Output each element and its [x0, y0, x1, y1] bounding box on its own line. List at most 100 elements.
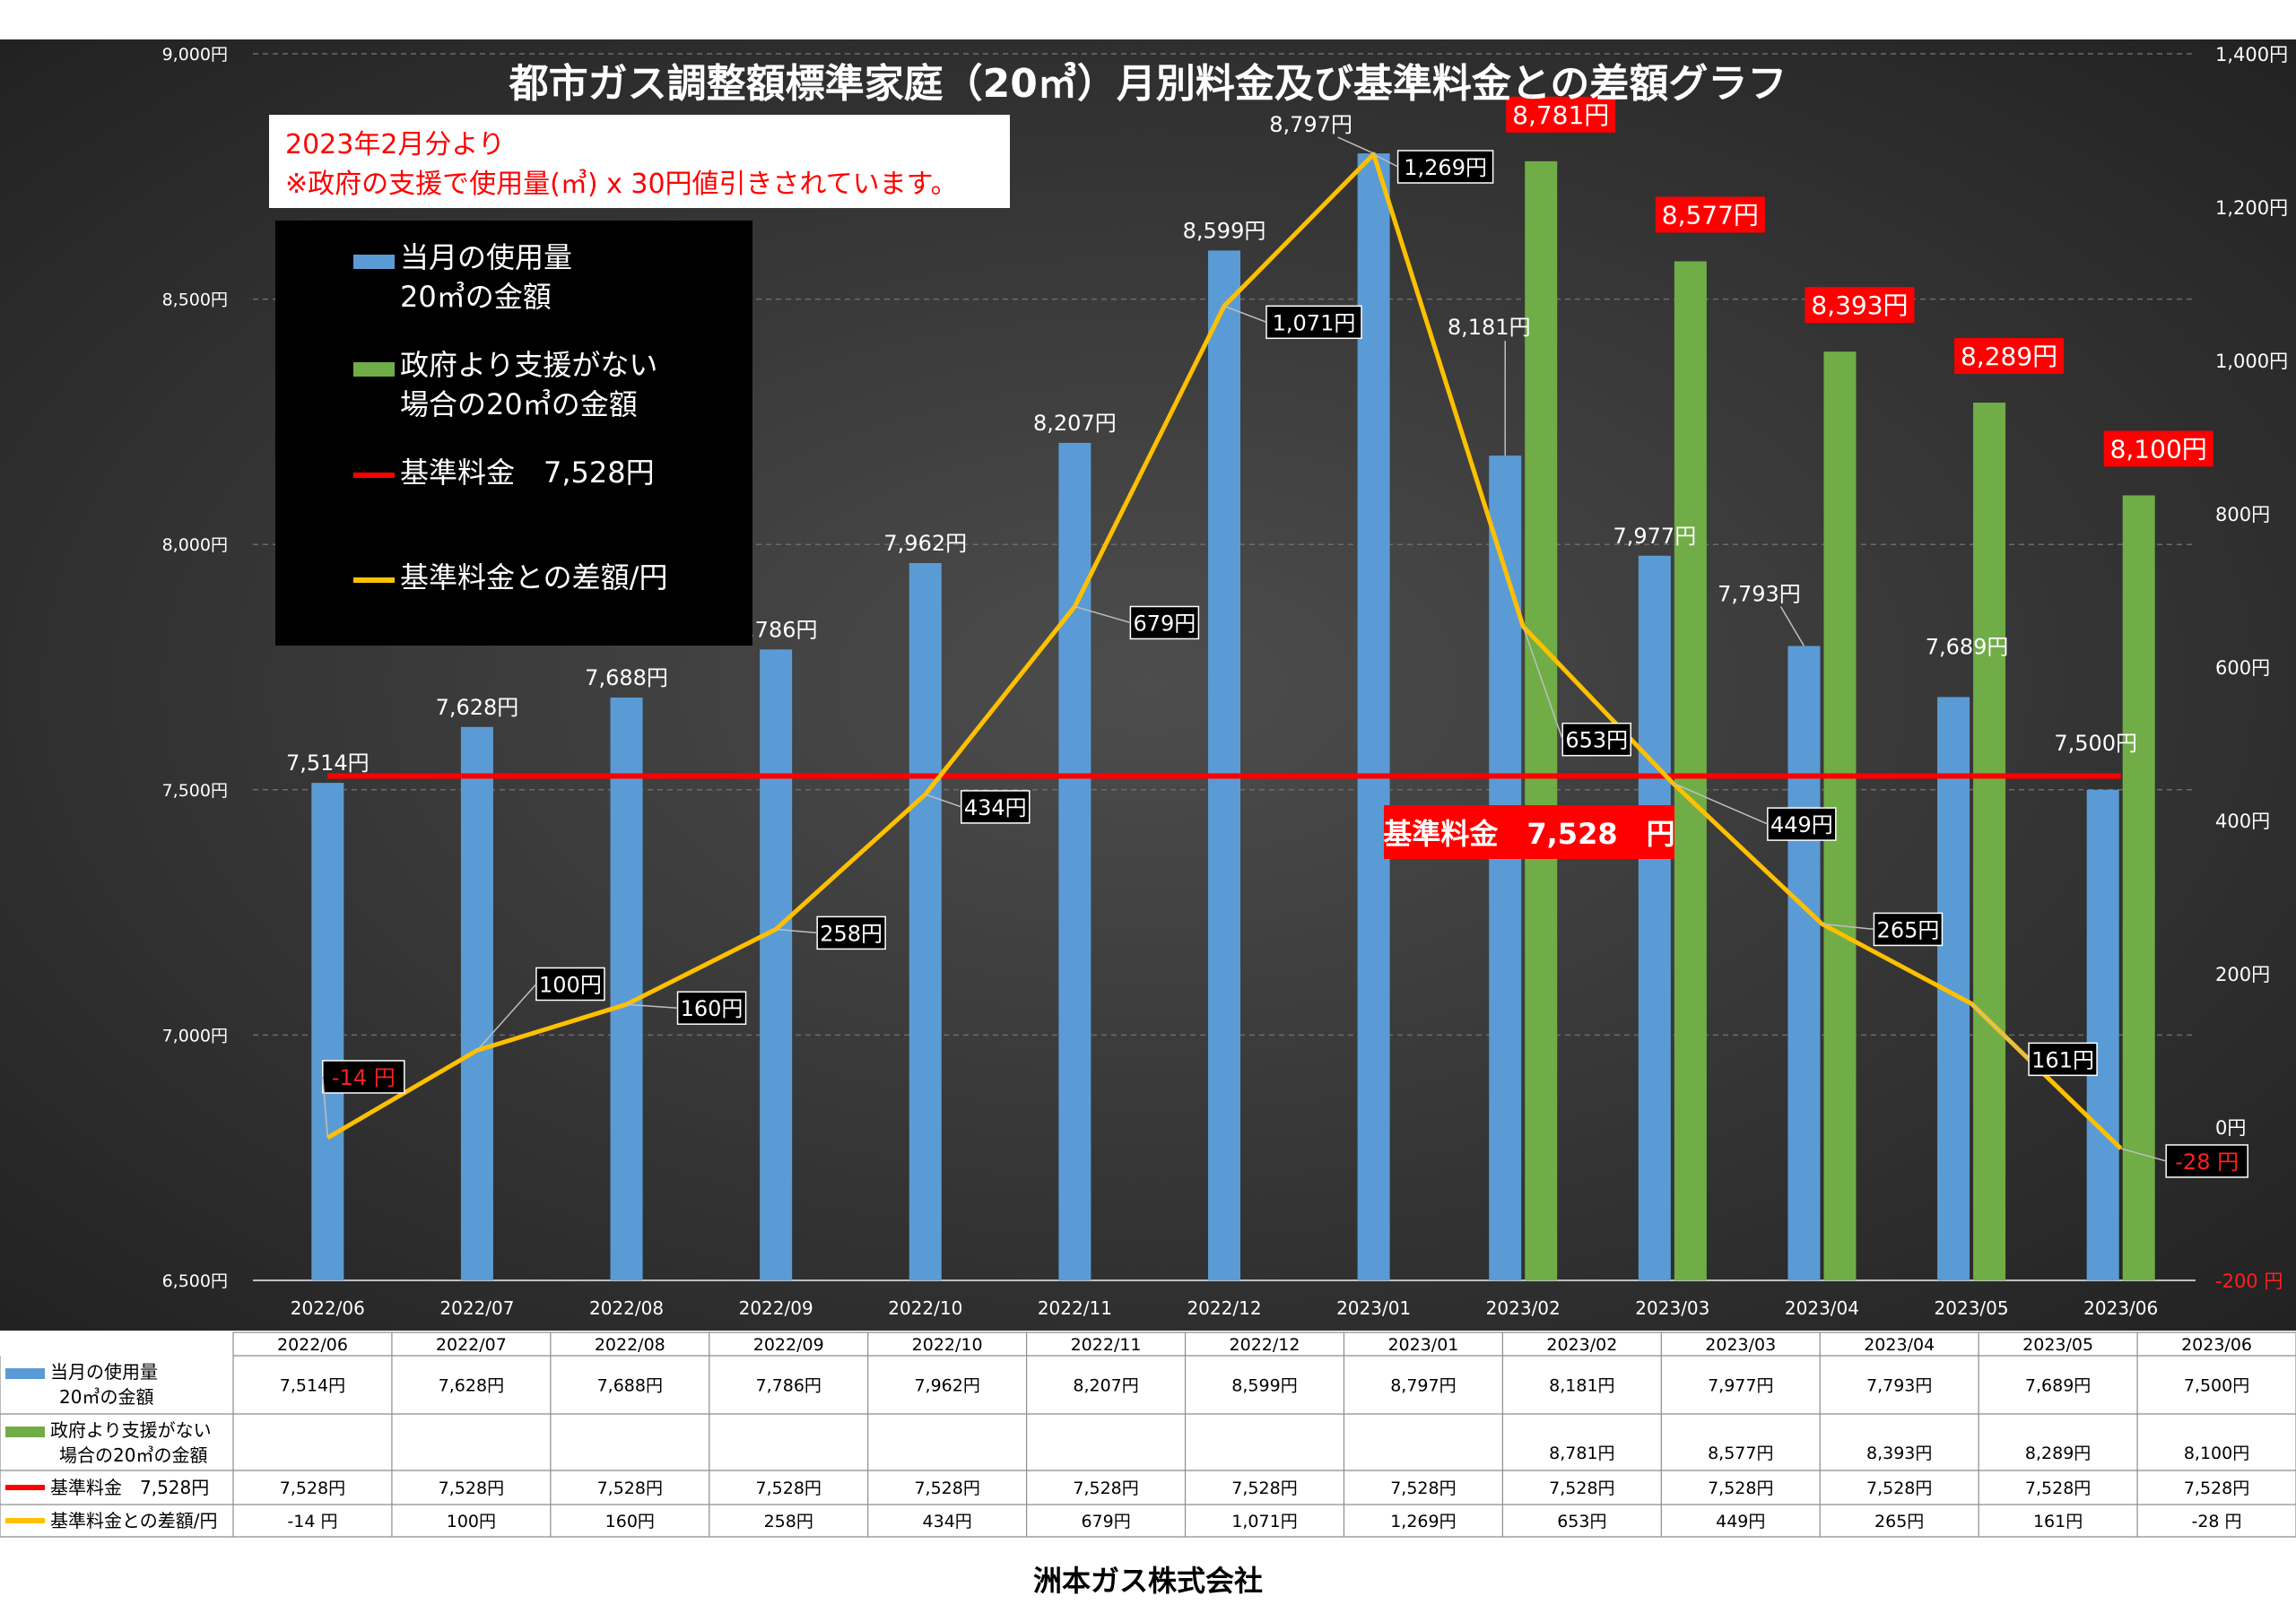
- label-leader: [1074, 605, 1131, 624]
- bar-usage: [1208, 250, 1240, 1280]
- table-cell: 8,781円: [1549, 1444, 1614, 1463]
- difference-label-box: [1561, 722, 1631, 757]
- x-tick-label: 2022/06: [291, 1297, 365, 1319]
- table-cell: 265円: [1874, 1512, 1924, 1531]
- label-leader: [1970, 1002, 2030, 1060]
- bar-usage-label: 7,977円: [1613, 524, 1696, 549]
- difference-label: 258円: [820, 921, 883, 946]
- difference-label: 653円: [1565, 728, 1628, 753]
- reference-label: 基準料金 7,528 円: [1383, 817, 1674, 851]
- y-right-tick-label: 1,000円: [2215, 351, 2288, 372]
- table-cell: 679円: [1081, 1512, 1130, 1531]
- table-cell: 7,528円: [914, 1479, 979, 1498]
- difference-label-box: [961, 790, 1031, 824]
- table-row-label: 当月の使用量: [50, 1361, 158, 1383]
- table-cell: 7,689円: [2025, 1376, 2091, 1396]
- x-tick-label: 2023/06: [2083, 1297, 2158, 1319]
- difference-label-box: [1129, 605, 1200, 640]
- table-cell: 8,393円: [1866, 1444, 1932, 1463]
- x-tick-label: 2022/07: [439, 1297, 514, 1319]
- label-leader: [1822, 923, 1874, 931]
- bar-usage-label: 7,514円: [286, 750, 370, 776]
- label-leader: [1373, 153, 1398, 168]
- bar-no-support-label-box: [2103, 430, 2213, 467]
- table-cell: 8,207円: [1073, 1376, 1138, 1396]
- difference-label-box: [1873, 912, 1944, 947]
- table-cell: 8,100円: [2184, 1444, 2249, 1463]
- bar-usage-label: 8,797円: [1269, 112, 1352, 137]
- bar-usage: [909, 562, 942, 1280]
- x-tick-label: 2022/11: [1038, 1297, 1112, 1319]
- table-header-cell: 2023/02: [1546, 1335, 1617, 1355]
- legend-label: 政府より支援がない: [400, 348, 657, 382]
- chart-title: 都市ガス調整額標準家庭（20㎥）月別料金及び基準料金との差額グラフ: [509, 61, 1787, 107]
- difference-label-box: [816, 915, 886, 950]
- table-cell: 100円: [447, 1512, 496, 1531]
- y-right-tick-label: 1,200円: [2215, 197, 2288, 219]
- bar-no-support-label-box: [1506, 96, 1616, 133]
- bar-usage: [1489, 455, 1522, 1280]
- bar-usage: [1058, 442, 1091, 1281]
- difference-label-box: [676, 991, 747, 1025]
- table-header-cell: 2023/06: [2181, 1335, 2252, 1355]
- table-header-cell: 2023/04: [1864, 1335, 1935, 1355]
- table-row-swatch: [5, 1368, 45, 1379]
- note-text: 2023年2月分より: [285, 129, 505, 160]
- x-tick-label: 2022/09: [739, 1297, 813, 1319]
- label-leader: [476, 984, 537, 1051]
- bar-usage-label: 8,181円: [1448, 315, 1531, 340]
- bar-usage-label: 7,500円: [2054, 731, 2137, 756]
- table-header-cell: 2022/08: [595, 1335, 665, 1355]
- bar-no-support-label-box: [1805, 287, 1915, 324]
- difference-label: 161円: [2031, 1047, 2094, 1072]
- table-row-label: 場合の20㎥の金額: [59, 1444, 207, 1466]
- y-left-tick-label: 7,500円: [162, 781, 228, 801]
- table-cell: 7,528円: [439, 1479, 504, 1498]
- difference-label: -28 円: [2175, 1149, 2239, 1175]
- legend-label: 20㎥の金額: [400, 280, 552, 314]
- table-cell: 7,962円: [914, 1376, 979, 1396]
- legend-box: [275, 221, 752, 646]
- table-row-label: 政府より支援がない: [50, 1419, 212, 1441]
- label-leader: [2120, 1148, 2167, 1162]
- difference-label: 160円: [681, 996, 744, 1021]
- y-left-tick-label: 9,000円: [162, 45, 228, 65]
- table-cell: 653円: [1557, 1512, 1606, 1531]
- y-right-tick-label: 1,400円: [2215, 44, 2288, 65]
- legend-label: 当月の使用量: [400, 240, 572, 274]
- title-area: 都市ガス調整額標準家庭（20㎥）月別料金及び基準料金との差額グラフ2023年2月…: [269, 61, 1787, 208]
- x-tick-label: 2023/03: [1635, 1297, 1709, 1319]
- table-cell: 7,528円: [1708, 1479, 1773, 1498]
- bar-usage: [460, 726, 493, 1280]
- y-right-tick-label: 0円: [2215, 1117, 2246, 1139]
- difference-label: 449円: [1770, 812, 1833, 837]
- y-left-tick-label: 8,500円: [162, 291, 228, 310]
- note-text: ※政府の支援で使用量(㎥) x 30円値引きされています。: [285, 169, 958, 200]
- difference-label-box: [2165, 1144, 2248, 1178]
- difference-label: -14 円: [332, 1065, 396, 1090]
- table-cell: 7,528円: [2184, 1479, 2249, 1498]
- bar-no-support-label: 8,781円: [1512, 100, 1609, 130]
- y-left-tick-label: 7,000円: [162, 1026, 228, 1045]
- difference-label: 679円: [1133, 611, 1196, 636]
- x-tick-label: 2022/10: [888, 1297, 962, 1319]
- table-cell: 7,528円: [756, 1479, 822, 1498]
- table-cell: 7,528円: [1231, 1479, 1297, 1498]
- label-leader: [1779, 606, 1805, 646]
- y-left-tick-label: 8,000円: [162, 535, 228, 555]
- difference-label-box: [1767, 807, 1837, 841]
- bar-usage-label: 7,628円: [436, 695, 519, 720]
- table-cell: 7,500円: [2184, 1376, 2249, 1396]
- table-cell: 8,797円: [1390, 1376, 1456, 1396]
- table-cell: 7,528円: [1549, 1479, 1614, 1498]
- difference-label: 100円: [539, 973, 602, 998]
- x-tick-label: 2022/08: [589, 1297, 664, 1319]
- table-cell: 8,181円: [1549, 1376, 1614, 1396]
- y-right-tick-label: 200円: [2215, 964, 2270, 985]
- y-left-tick-label: 6,500円: [162, 1271, 228, 1291]
- bar-usage-label: 7,688円: [585, 665, 668, 690]
- table-header-cell: 2023/01: [1387, 1335, 1458, 1355]
- table-row-swatch: [5, 1427, 45, 1437]
- table-cell: -14 円: [287, 1512, 337, 1531]
